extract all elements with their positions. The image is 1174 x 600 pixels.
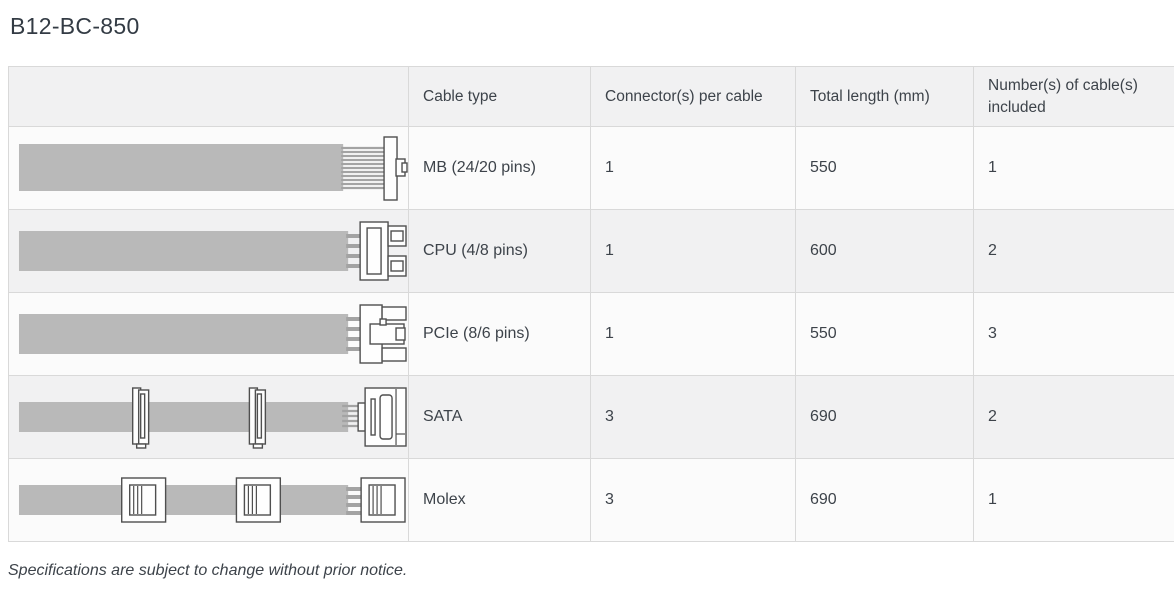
cell-cable-type: PCIe (8/6 pins)	[408, 292, 591, 377]
header-connectors-per-cable: Connector(s) per cable	[590, 66, 796, 128]
cell-illustration	[8, 126, 409, 211]
cell-cable-type: Molex	[408, 458, 591, 543]
cell-total-length: 600	[795, 209, 974, 294]
cell-connectors-per-cable: 3	[590, 375, 796, 460]
cell-cables-included: 1	[973, 126, 1174, 211]
cell-cable-type: SATA	[408, 375, 591, 460]
inline-molex-connector	[121, 477, 167, 524]
header-total-length: Total length (mm)	[795, 66, 974, 128]
cpu-4-8-pin-cable-icon	[18, 221, 407, 282]
inline-molex-connector	[235, 477, 282, 524]
cell-cables-included: 2	[973, 209, 1174, 294]
table-row-cpu: CPU (4/8 pins) 1 600 2	[8, 209, 1174, 294]
cell-cable-type: MB (24/20 pins)	[408, 126, 591, 211]
cell-illustration	[8, 292, 409, 377]
page-title: B12-BC-850	[10, 13, 140, 39]
pcie-8-6-pin-cable-icon	[18, 304, 407, 365]
molex-cable-icon	[18, 477, 406, 524]
spec-table-wrapper: Cable type Connector(s) per cable Total …	[8, 66, 1174, 543]
table-row-mb: MB (24/20 pins) 1 550 1	[8, 126, 1174, 211]
cell-total-length: 690	[795, 458, 974, 543]
end-molex-connector	[360, 477, 406, 524]
cell-connectors-per-cable: 1	[590, 292, 796, 377]
table-row-pcie: PCIe (8/6 pins) 1 550 3	[8, 292, 1174, 377]
cell-illustration	[8, 458, 409, 543]
footnote: Specifications are subject to change wit…	[8, 562, 408, 580]
cell-cables-included: 3	[973, 292, 1174, 377]
header-cable-type: Cable type	[408, 66, 591, 128]
cell-cables-included: 2	[973, 375, 1174, 460]
cell-total-length: 550	[795, 292, 974, 377]
cell-illustration	[8, 209, 409, 294]
cell-total-length: 550	[795, 126, 974, 211]
header-illustration	[8, 66, 409, 128]
cable-spec-table: Cable type Connector(s) per cable Total …	[8, 66, 1174, 543]
cell-cables-included: 1	[973, 458, 1174, 543]
mb-24-20-pin-cable-icon	[18, 136, 408, 202]
cell-total-length: 690	[795, 375, 974, 460]
table-row-sata: SATA 3 690 2	[8, 375, 1174, 460]
cell-cable-type: CPU (4/8 pins)	[408, 209, 591, 294]
inline-sata-connector	[248, 387, 267, 450]
sata-cable-icon	[18, 387, 407, 450]
cell-illustration	[8, 375, 409, 460]
header-cables-included: Number(s) of cable(s) included	[973, 66, 1174, 128]
cell-connectors-per-cable: 1	[590, 126, 796, 211]
table-row-molex: Molex 3 690 1	[8, 458, 1174, 543]
cell-connectors-per-cable: 3	[590, 458, 796, 543]
cell-connectors-per-cable: 1	[590, 209, 796, 294]
inline-sata-connector	[131, 387, 150, 450]
header-row: Cable type Connector(s) per cable Total …	[8, 66, 1174, 128]
